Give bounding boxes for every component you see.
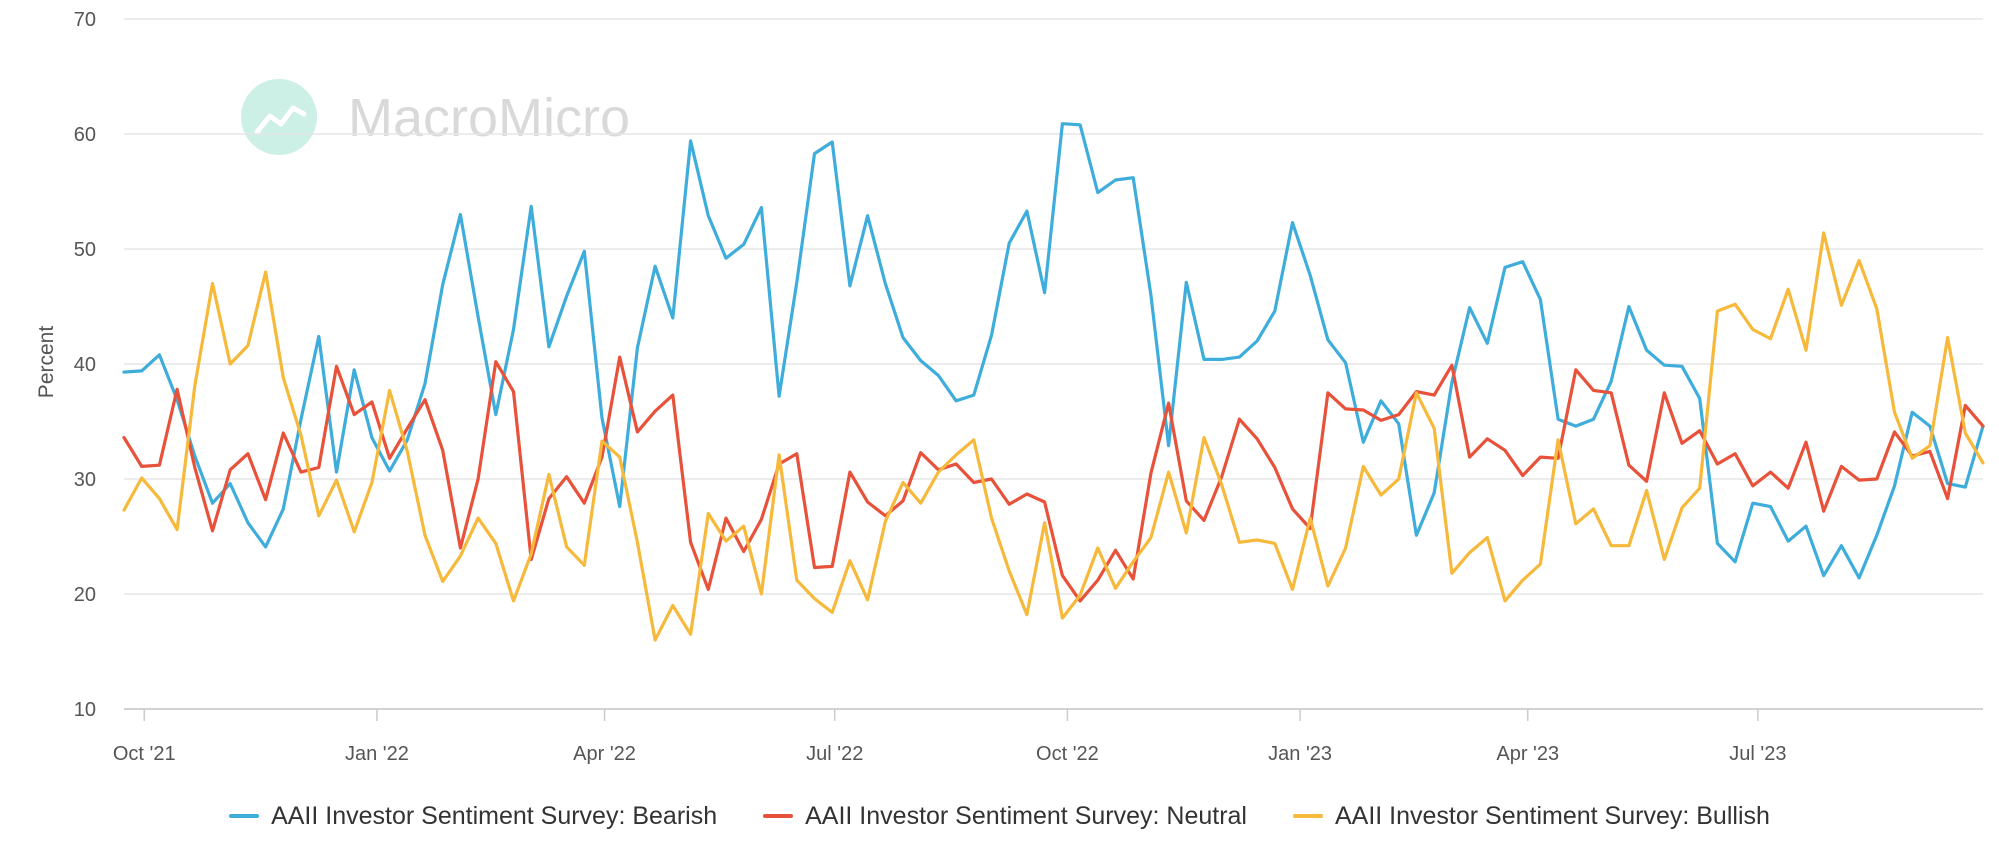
y-axis-label: Percent	[35, 326, 58, 399]
watermark: MacroMicro	[241, 79, 630, 155]
watermark-logo-icon	[241, 79, 317, 155]
x-tick-label: Jan '22	[345, 743, 409, 765]
legend-label: AAII Investor Sentiment Survey: Bullish	[1334, 801, 1770, 830]
x-tick-label: Jul '23	[1729, 743, 1786, 765]
x-tick-label: Apr '23	[1496, 743, 1559, 765]
y-tick-label: 20	[74, 584, 96, 606]
legend-swatch-icon	[763, 814, 794, 818]
x-tick-label: Oct '22	[1036, 743, 1099, 765]
legend-label: AAII Investor Sentiment Survey: Neutral	[805, 801, 1247, 830]
legend-item-3[interactable]: AAII Investor Sentiment Survey: Bullish	[1292, 801, 1770, 831]
legend-item-2[interactable]: AAII Investor Sentiment Survey: Neutral	[763, 802, 1247, 831]
x-axis: Oct '21 Jan '22 Apr '22 Jul '22 Oct '22 Jan '…	[113, 708, 1983, 765]
legend-swatch-icon	[1292, 814, 1323, 818]
x-tick-label: Jan '23	[1268, 743, 1332, 765]
chart-legend: AAII Investor Sentiment Survey: Bearish A…	[0, 796, 1999, 836]
series-line-1	[122, 122, 1985, 580]
y-tick-label: 10	[74, 699, 96, 721]
y-tick-label: 70	[74, 9, 96, 31]
legend-label: AAII Investor Sentiment Survey: Bearish	[271, 801, 718, 830]
x-tick-label: Apr '22	[573, 743, 636, 765]
y-tick-label: 30	[74, 469, 96, 491]
series-line-3	[122, 231, 1985, 642]
y-tick-labels: 10 20 30 40 50 60 70	[74, 9, 96, 721]
watermark-text: MacroMicro	[348, 88, 630, 148]
y-tick-label: 40	[74, 354, 96, 376]
watermark-logo-line	[254, 105, 307, 135]
series-lines	[122, 122, 1985, 642]
legend-swatch-icon	[229, 814, 260, 818]
x-tick-label: Oct '21	[113, 743, 176, 765]
x-tick-label: Jul '22	[806, 743, 863, 765]
legend-item-1[interactable]: AAII Investor Sentiment Survey: Bearish	[229, 802, 717, 831]
series-line-2	[122, 355, 1985, 603]
y-tick-label: 60	[74, 124, 96, 146]
y-tick-label: 50	[74, 239, 96, 261]
